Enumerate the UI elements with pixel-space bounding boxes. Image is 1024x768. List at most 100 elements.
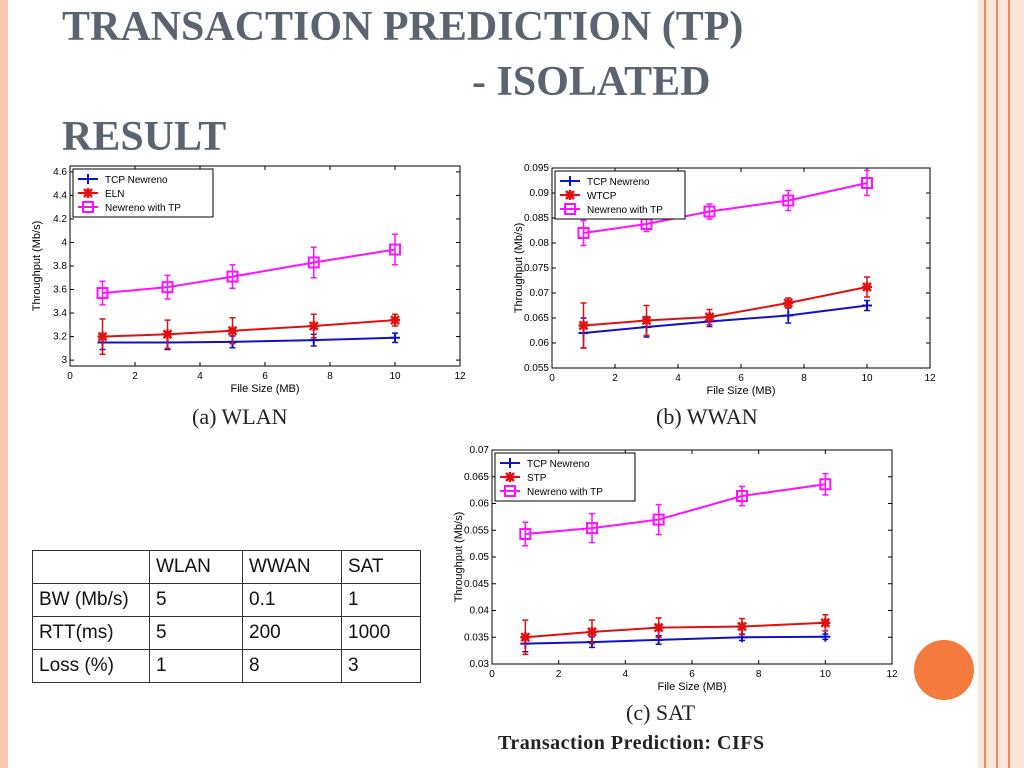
data-point [504,485,516,497]
decorative-circle [914,640,974,700]
table-cell: 1 [149,649,243,683]
y-axis-label: Throughput (Mb/s) [453,512,465,602]
data-point [83,188,93,198]
y-tick-label: 3.8 [53,261,67,272]
data-point [862,300,872,311]
data-point [161,281,174,294]
legend-label: Newreno with TP [587,205,663,216]
legend-label: Newreno with TP [527,487,603,498]
title-line-2: - ISOLATED [472,59,711,105]
data-point [564,203,576,215]
data-point [586,522,598,535]
left-frame-border [0,0,8,768]
table-row: Loss (%) 1 8 3 [32,649,421,683]
data-point [226,270,239,283]
data-point [389,243,401,256]
table-cell: 200 [242,616,342,650]
table-cell: 8 [242,649,342,683]
data-point [737,621,747,632]
legend-label: TCP Newreno [527,459,590,470]
data-point [96,287,109,300]
data-point [308,321,319,331]
data-point [97,331,108,342]
data-point [565,190,575,200]
frame-stripe [1008,0,1010,768]
y-axis-label: Throughput (Mb/s) [513,223,525,313]
x-tick-label: 0 [67,371,73,382]
y-tick-label: 0.03 [470,659,490,670]
y-tick-label: 0.055 [464,525,489,536]
table-row-label: RTT(ms) [32,616,150,650]
table-cell: 5 [149,616,243,650]
x-tick-label: 6 [738,373,744,384]
data-point [820,617,831,628]
data-point [819,478,832,491]
y-tick-label: 0.045 [464,579,489,590]
x-tick-label: 6 [262,371,268,382]
table-row-label: Loss (%) [32,649,150,683]
table-row-label: BW (Mb/s) [32,583,150,617]
data-point [578,320,589,331]
data-point [652,513,665,526]
data-series [519,472,832,547]
y-tick-label: 0.075 [524,263,549,274]
y-tick-label: 0.05 [470,552,490,563]
x-tick-label: 10 [389,371,401,382]
x-tick-label: 12 [924,373,936,384]
data-point [82,201,94,213]
data-point [565,176,575,186]
frame-stripe [984,0,986,768]
y-tick-label: 0.065 [464,472,489,483]
data-point [505,472,515,482]
y-tick-label: 0.04 [470,606,490,617]
data-point [783,298,794,308]
frame-stripe [996,0,998,768]
y-tick-label: 4.2 [53,214,67,225]
table-header-row: WLAN WWAN SAT [32,550,421,584]
table-cell: 0.1 [242,583,342,617]
x-tick-label: 10 [820,669,832,680]
data-point [820,631,831,642]
network-params-table: WLAN WWAN SAT BW (Mb/s) 5 0.1 1 RTT(ms) … [32,550,421,683]
legend-label: ELN [105,189,124,200]
y-tick-label: 4.4 [53,190,67,201]
data-point [577,227,590,239]
data-point [162,329,173,340]
y-tick-label: 0.06 [470,499,490,510]
y-tick-label: 0.07 [470,445,490,456]
data-series [97,313,400,355]
data-point [83,174,93,184]
wwan-chart-caption: (b) WWAN [656,404,758,429]
y-tick-label: 3.4 [53,308,67,319]
y-tick-label: 0.095 [524,163,549,174]
y-tick-label: 0.065 [524,313,549,324]
legend: TCP Newreno ELN Newreno with TP [72,168,214,218]
wwan-chart: 0 2 4 6 8 10 12 0.055 0.06 0.065 0.07 0.075 0.08 0.08… [513,163,936,397]
wlan-chart-caption: (a) WLAN [192,404,288,429]
table-cell: 3 [341,649,421,683]
y-tick-label: 0.07 [530,288,550,299]
table-row: BW (Mb/s) 5 0.1 1 [32,583,421,617]
x-axis-label: File Size (MB) [657,681,726,693]
data-point [390,332,400,343]
y-tick-label: 0.06 [530,338,550,349]
table-cell: 1000 [341,616,421,650]
x-tick-label: 2 [612,373,618,384]
x-tick-label: 0 [549,373,555,384]
x-tick-label: 4 [675,373,681,384]
y-tick-label: 0.08 [530,238,550,249]
slide-title: TRANSACTION PREDICTION (TP) - ISOLATED R… [62,0,822,165]
y-tick-label: 3 [61,355,67,366]
y-tick-label: 3.6 [53,285,67,296]
data-point [862,282,872,292]
data-point [782,194,795,207]
data-point [703,205,716,218]
data-series [96,233,401,306]
table-cell: 5 [149,583,243,617]
x-tick-label: 2 [556,669,562,680]
data-point [861,177,873,189]
x-tick-label: 8 [327,371,333,382]
legend-label: STP [527,473,547,484]
data-point [704,312,715,322]
x-tick-label: 4 [623,669,629,680]
